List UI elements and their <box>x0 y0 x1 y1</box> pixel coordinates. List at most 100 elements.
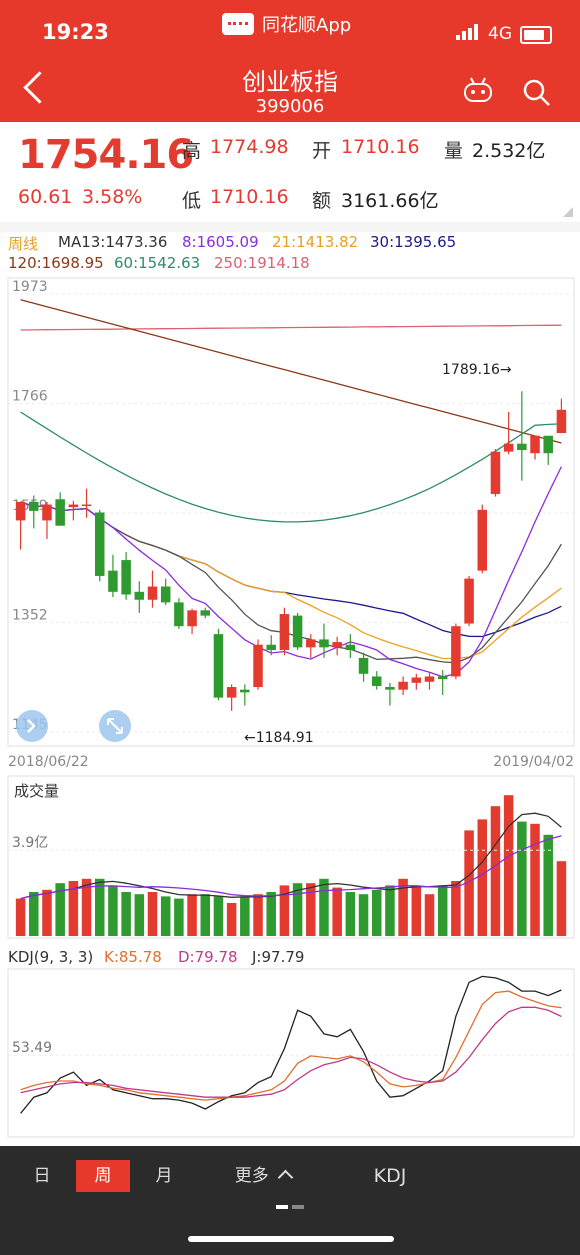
volume-bar <box>411 885 422 936</box>
quote-panel: 1754.16 60.61 3.58% 高 1774.98 开 1710.16 … <box>0 122 580 222</box>
candle <box>437 670 448 695</box>
ma250-legend: 250:1914.18 <box>214 254 310 272</box>
candle <box>279 607 290 656</box>
price-change-pct: 3.58% <box>82 186 143 208</box>
volume-chart[interactable]: 成交量 3.9亿 <box>0 774 580 940</box>
candle <box>398 676 408 695</box>
volume-bar <box>68 881 79 936</box>
open-value: 1710.16 <box>341 136 420 158</box>
volume-bar <box>226 903 237 936</box>
candle <box>147 570 158 608</box>
volume-bar <box>200 894 211 936</box>
volume-bar <box>345 892 356 936</box>
candle <box>517 391 527 481</box>
volume-bar <box>543 834 553 936</box>
kdj-k-line <box>20 990 562 1101</box>
tab-month[interactable]: 月 <box>155 1166 173 1186</box>
volume-bar <box>306 883 316 936</box>
tab-indicator-kdj[interactable]: KDJ <box>373 1165 407 1187</box>
candle <box>121 552 131 600</box>
volume-bar <box>292 883 303 936</box>
volume-bar <box>437 885 448 936</box>
candle <box>332 636 342 656</box>
candle <box>358 652 369 682</box>
volume-bar <box>94 878 105 936</box>
candle <box>556 398 567 434</box>
fullscreen-icon[interactable] <box>99 710 131 742</box>
candle <box>81 488 92 518</box>
candle <box>94 509 105 582</box>
volume-bar <box>108 885 118 936</box>
volume-bar <box>556 861 567 936</box>
low-value: 1710.16 <box>210 186 289 208</box>
kdj-frame <box>7 968 575 1138</box>
candle <box>240 684 250 706</box>
candle <box>306 634 316 658</box>
tab-day[interactable]: 日 <box>33 1166 51 1186</box>
kdj-chart[interactable]: 53.49 <box>0 968 580 1146</box>
volume-bar <box>253 894 263 936</box>
battery-icon <box>520 26 552 44</box>
volume-bar <box>279 885 290 936</box>
volume-bar <box>385 885 395 936</box>
ma60-legend: 60:1542.63 <box>114 254 201 272</box>
search-icon[interactable] <box>522 78 552 108</box>
status-time: 19:23 <box>42 20 109 44</box>
candle <box>42 501 52 539</box>
volume-bar <box>147 892 158 936</box>
volume-bar <box>530 823 540 936</box>
candle <box>29 495 39 529</box>
volume-bar <box>174 898 184 936</box>
ma30-legend: 30:1395.65 <box>370 233 457 251</box>
kdj-d-line <box>20 1006 562 1098</box>
tab-more[interactable]: 更多 <box>220 1160 306 1192</box>
candle <box>226 684 237 711</box>
low-annotation: ←1184.91 <box>244 730 314 746</box>
volume-bar <box>424 894 435 936</box>
expand-corner-icon[interactable] <box>562 206 574 218</box>
ma13-legend: MA13:1473.36 <box>58 233 168 251</box>
candle <box>490 448 501 497</box>
high-value: 1774.98 <box>210 136 289 158</box>
amount-value: 3161.66亿 <box>341 190 439 212</box>
candle <box>187 608 197 635</box>
ma8-legend: 8:1605.09 <box>182 233 259 251</box>
tab-week[interactable]: 周 <box>76 1160 130 1192</box>
volume-bar <box>213 896 224 936</box>
candle <box>266 635 276 656</box>
tab-more-label: 更多 <box>234 1166 269 1186</box>
page-indicator <box>276 1205 304 1209</box>
volume-frame <box>7 775 575 939</box>
stock-code: 399006 <box>255 96 325 117</box>
volume-bar <box>490 806 501 936</box>
volume-title: 成交量 <box>14 782 59 800</box>
candle <box>213 628 224 701</box>
period-label[interactable]: 周线 <box>8 235 39 253</box>
candle <box>451 623 461 680</box>
volume-bar <box>319 878 329 936</box>
candle <box>543 435 553 465</box>
volume-bar <box>134 894 145 936</box>
current-price: 1754.16 <box>18 132 194 178</box>
network-label: 4G <box>488 24 512 44</box>
volume-bar <box>477 819 488 936</box>
candle <box>200 607 211 619</box>
volume-bar <box>42 889 52 936</box>
home-indicator <box>188 1236 394 1242</box>
scroll-left-icon[interactable] <box>16 710 48 742</box>
top-header: 19:23 同花顺App 4G 创业板指 399006 <box>0 0 580 122</box>
section-divider <box>0 222 580 232</box>
app-name: 同花顺App <box>262 15 352 36</box>
chevron-up-icon <box>277 1169 294 1186</box>
ma250-line <box>20 324 562 331</box>
candle <box>319 623 329 658</box>
candle <box>253 639 263 690</box>
page-title: 创业板指 <box>242 68 338 96</box>
app-logo-icon <box>222 13 254 35</box>
candle <box>503 411 514 455</box>
kdj-d-legend: D:79.78 <box>178 948 238 966</box>
candlestick-chart[interactable]: 19731766155913521145 1789.16→ ←1184.91 2… <box>0 276 580 776</box>
volume-bar <box>29 892 39 936</box>
assistant-robot-icon[interactable] <box>462 76 494 104</box>
high-annotation: 1789.16→ <box>442 362 512 378</box>
